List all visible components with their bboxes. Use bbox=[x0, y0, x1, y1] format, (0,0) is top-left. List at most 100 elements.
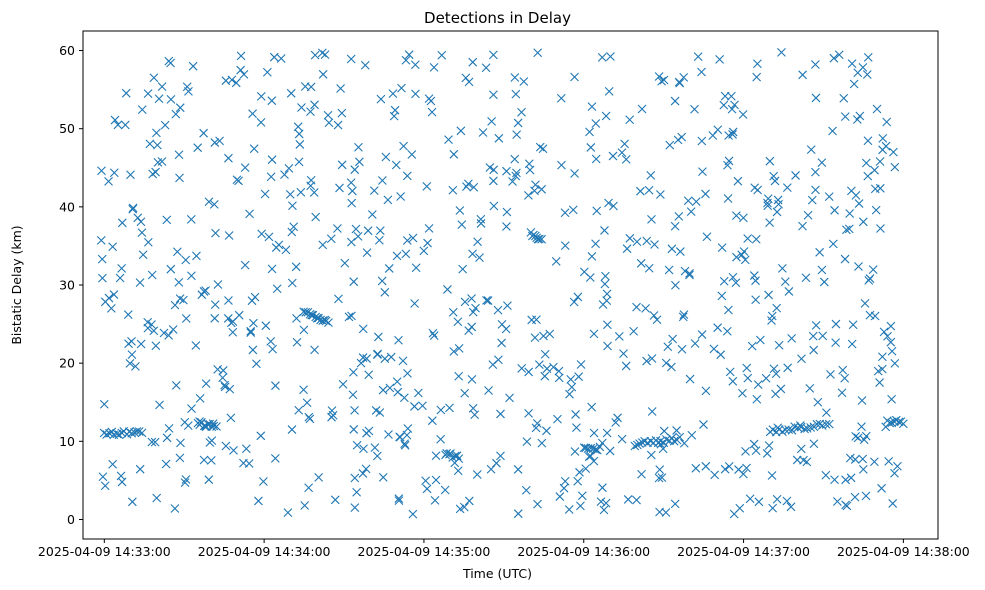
data-point bbox=[798, 221, 807, 231]
data-point bbox=[424, 224, 434, 233]
data-point bbox=[715, 55, 725, 64]
data-point bbox=[556, 93, 566, 103]
data-point bbox=[861, 158, 871, 168]
y-tick-label: 40 bbox=[59, 199, 75, 214]
data-point bbox=[358, 469, 368, 478]
data-point bbox=[647, 354, 657, 363]
data-point bbox=[358, 353, 368, 362]
data-point bbox=[691, 463, 701, 473]
data-point bbox=[819, 277, 829, 287]
data-point bbox=[864, 275, 874, 285]
data-point bbox=[728, 376, 738, 386]
data-point bbox=[747, 341, 757, 351]
data-point bbox=[677, 344, 687, 354]
data-point bbox=[589, 456, 599, 466]
data-point bbox=[175, 294, 185, 304]
data-point bbox=[566, 375, 576, 384]
data-point bbox=[132, 427, 142, 436]
data-point bbox=[386, 352, 396, 362]
data-point bbox=[554, 373, 564, 383]
data-point bbox=[575, 467, 584, 477]
data-point bbox=[291, 262, 301, 272]
data-point bbox=[538, 144, 548, 154]
data-point bbox=[878, 134, 888, 143]
data-point bbox=[699, 420, 708, 429]
data-point bbox=[352, 487, 362, 497]
data-point bbox=[422, 181, 432, 191]
data-point bbox=[459, 502, 469, 512]
data-point bbox=[234, 176, 243, 186]
data-point bbox=[601, 498, 611, 508]
data-point bbox=[316, 315, 325, 325]
data-point bbox=[621, 155, 631, 164]
data-point bbox=[881, 141, 891, 151]
data-point bbox=[245, 209, 254, 219]
data-point bbox=[875, 183, 885, 193]
data-point bbox=[505, 393, 514, 403]
data-point bbox=[100, 297, 110, 307]
data-point bbox=[683, 196, 693, 206]
data-point bbox=[350, 406, 359, 415]
data-point bbox=[787, 425, 797, 435]
data-point bbox=[772, 494, 782, 504]
data-points bbox=[96, 47, 908, 519]
data-point bbox=[304, 412, 314, 422]
data-point bbox=[147, 437, 157, 447]
data-point bbox=[204, 197, 214, 207]
data-point bbox=[524, 367, 534, 377]
data-point bbox=[240, 163, 250, 173]
data-point bbox=[602, 428, 612, 438]
data-point bbox=[600, 226, 609, 235]
data-point bbox=[805, 383, 815, 393]
data-point bbox=[383, 195, 393, 205]
data-point bbox=[860, 298, 870, 308]
data-point bbox=[254, 496, 263, 506]
data-point bbox=[197, 290, 207, 300]
data-point bbox=[672, 426, 681, 435]
data-point bbox=[468, 249, 477, 259]
data-point bbox=[727, 104, 737, 114]
data-point bbox=[285, 189, 295, 199]
data-point bbox=[668, 334, 678, 344]
data-point bbox=[675, 78, 685, 88]
data-point bbox=[637, 469, 646, 479]
data-point bbox=[164, 423, 174, 433]
data-point bbox=[330, 495, 340, 505]
data-point bbox=[537, 438, 547, 448]
data-point bbox=[96, 235, 106, 245]
data-point bbox=[436, 405, 446, 415]
data-point bbox=[731, 278, 741, 288]
data-point bbox=[573, 476, 583, 486]
data-point bbox=[533, 234, 543, 244]
data-point bbox=[850, 492, 860, 502]
data-point bbox=[877, 483, 886, 493]
data-point bbox=[391, 160, 401, 170]
data-point bbox=[664, 265, 674, 275]
data-point bbox=[192, 251, 201, 261]
data-point bbox=[454, 343, 464, 353]
data-point bbox=[99, 399, 109, 409]
data-point bbox=[333, 224, 342, 233]
data-point bbox=[887, 346, 897, 356]
data-point bbox=[127, 336, 136, 346]
data-point bbox=[137, 428, 147, 438]
data-point bbox=[599, 505, 609, 515]
data-point bbox=[400, 439, 409, 449]
data-point bbox=[239, 69, 249, 79]
data-point bbox=[411, 89, 420, 99]
data-point bbox=[617, 148, 627, 158]
data-point bbox=[511, 89, 521, 99]
data-point bbox=[809, 439, 819, 449]
data-point bbox=[347, 198, 357, 208]
data-point bbox=[150, 437, 160, 447]
data-point bbox=[534, 234, 544, 244]
data-point bbox=[533, 499, 542, 509]
data-point bbox=[349, 277, 359, 287]
data-point bbox=[304, 483, 314, 493]
data-point bbox=[326, 234, 336, 244]
data-point bbox=[306, 181, 316, 191]
y-tick-label: 10 bbox=[59, 434, 75, 449]
data-point bbox=[340, 258, 350, 268]
data-point bbox=[764, 290, 773, 300]
